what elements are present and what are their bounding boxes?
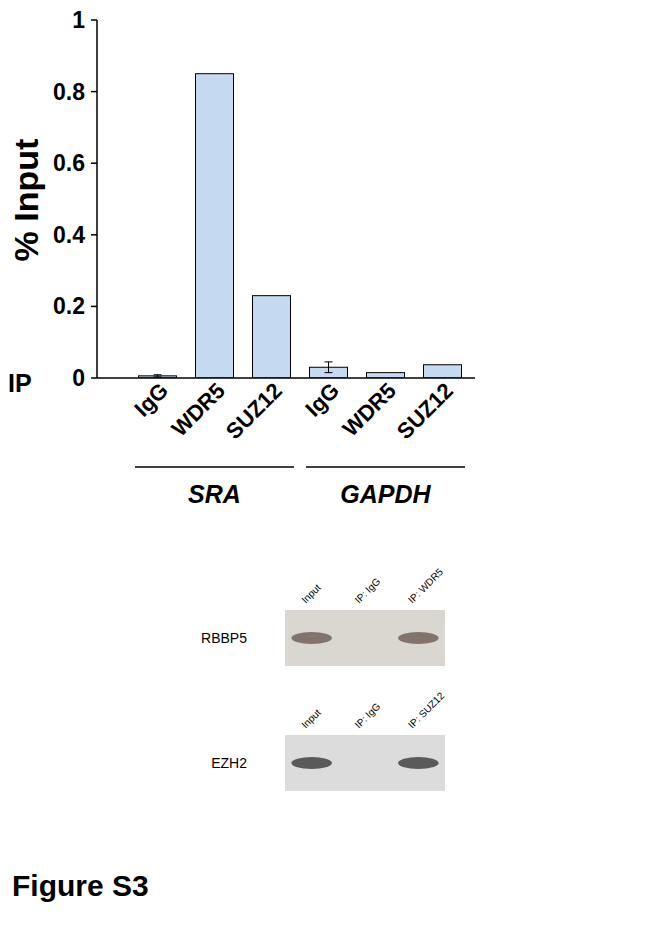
error-bar — [154, 375, 162, 377]
blot: RBBP5 Input IP: IgG IP: WDR5 — [201, 566, 445, 666]
lane-label: IP: IgG — [353, 575, 383, 605]
y-tick-label: 0.4 — [53, 222, 85, 248]
bars — [139, 74, 462, 378]
category-label: SUZ12 — [392, 378, 458, 444]
category-label: WDR5 — [167, 378, 230, 441]
y-tick-label: 1 — [72, 7, 85, 33]
figure: 00.20.40.60.81% InputIPIgGWDR5SUZ12IgGWD… — [0, 0, 650, 933]
y-tick — [91, 162, 97, 164]
band — [398, 632, 439, 644]
lane-label: IP: WDR5 — [406, 566, 446, 606]
bar — [367, 373, 405, 378]
group-label: GAPDH — [340, 480, 431, 508]
category-label: SUZ12 — [221, 378, 287, 444]
y-tick-label: 0.8 — [53, 79, 85, 105]
error-stem — [328, 362, 329, 373]
y-tick — [91, 306, 97, 308]
error-bar — [325, 362, 333, 373]
band — [291, 632, 332, 644]
error-cap — [154, 374, 162, 375]
y-tick-label: 0 — [72, 365, 85, 391]
error-cap — [325, 361, 333, 362]
lane-label: IP: IgG — [353, 700, 383, 730]
y-tick — [91, 19, 97, 21]
blot: EZH2 Input IP: IgG IP: SUZ12 — [211, 690, 446, 791]
y-tick — [91, 91, 97, 93]
y-tick-label: 0.2 — [53, 293, 85, 319]
y-axis-label: % Input — [7, 139, 45, 262]
category-label: WDR5 — [338, 378, 401, 441]
lane-label: IP: SUZ12 — [406, 690, 447, 731]
bar — [196, 74, 234, 378]
category-label: IgG — [300, 378, 344, 422]
y-tick — [91, 377, 97, 379]
blot-membrane — [285, 610, 445, 666]
x-axis-label: IP — [8, 369, 32, 397]
error-cap — [325, 372, 333, 373]
group-label: SRA — [188, 480, 241, 508]
lane-label: Input — [299, 707, 323, 731]
y-tick — [91, 234, 97, 236]
blot-membrane — [285, 735, 445, 791]
blot-protein: RBBP5 — [201, 630, 247, 646]
group-line — [306, 466, 465, 468]
band — [398, 757, 439, 769]
bar — [424, 365, 462, 378]
group-line — [135, 466, 294, 468]
category-label: IgG — [129, 378, 173, 422]
lane-label: Input — [299, 582, 323, 606]
y-axis — [96, 20, 98, 378]
bar — [253, 296, 291, 378]
band — [291, 757, 332, 769]
figure-label: Figure S3 — [12, 869, 149, 902]
y-tick-label: 0.6 — [53, 150, 85, 176]
blot-protein: EZH2 — [211, 755, 247, 771]
